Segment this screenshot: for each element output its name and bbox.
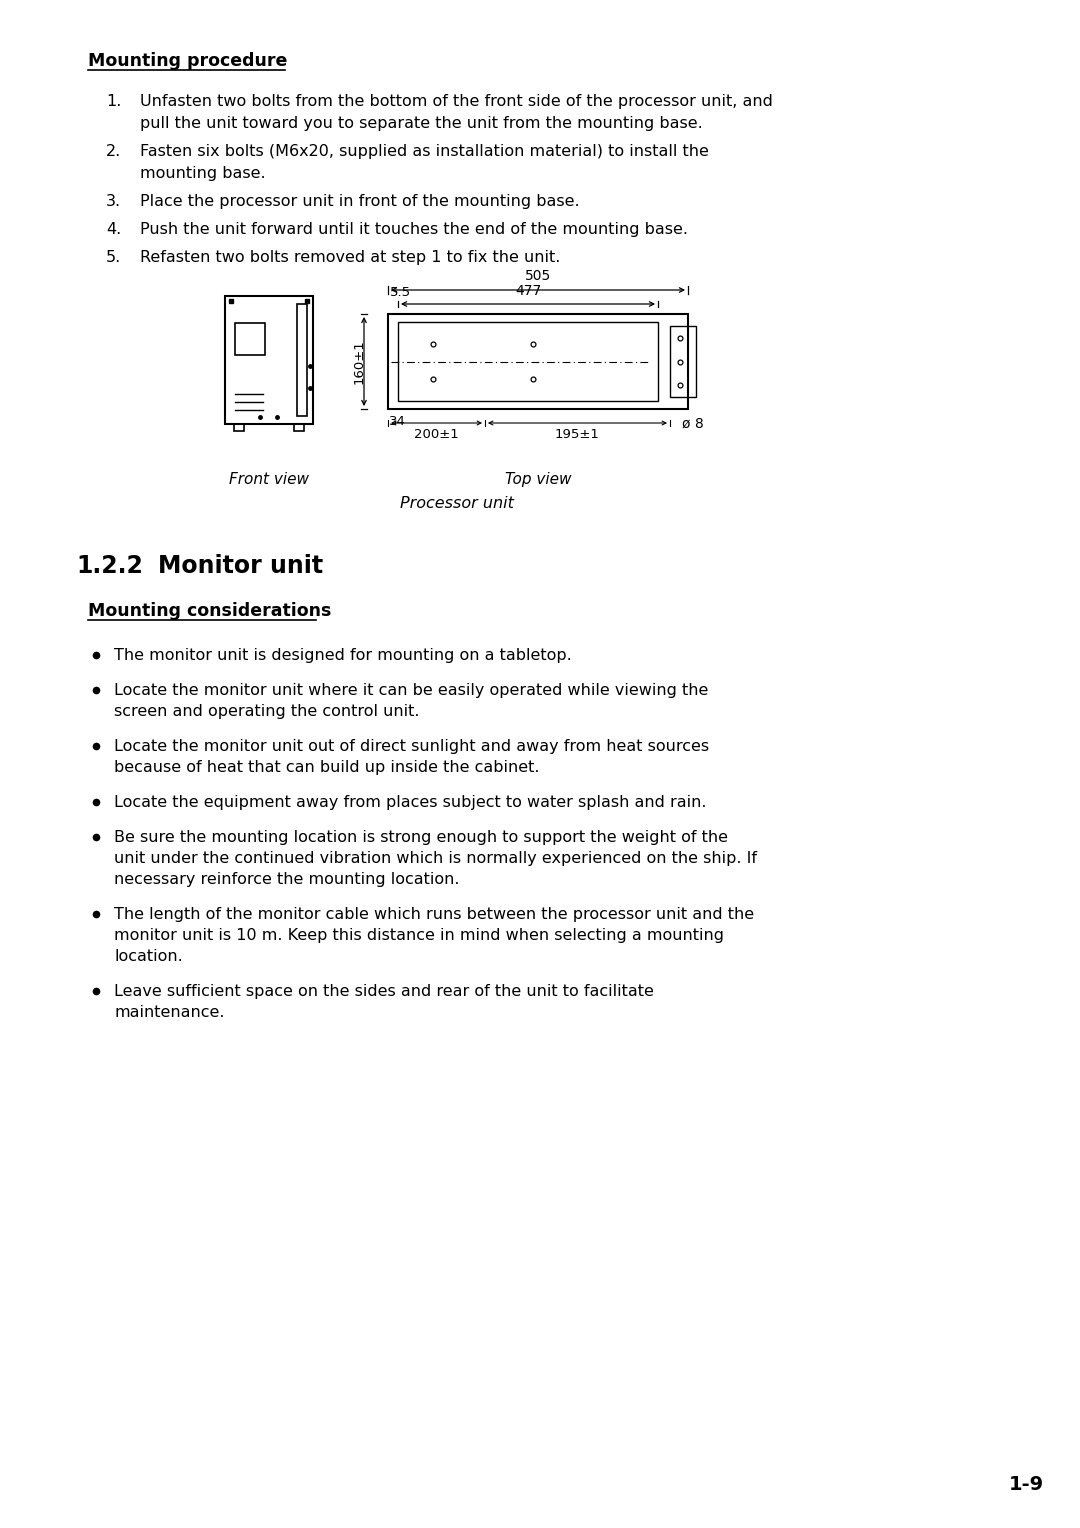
Text: mounting base.: mounting base. (140, 167, 266, 180)
Text: Unfasten two bolts from the bottom of the front side of the processor unit, and: Unfasten two bolts from the bottom of th… (140, 95, 773, 108)
Text: 1.: 1. (106, 95, 121, 108)
Bar (399, 322, 658, 400)
Bar (294, 423, 303, 431)
Text: Locate the monitor unit where it can be easily operated while viewing the: Locate the monitor unit where it can be … (114, 683, 708, 698)
Text: 3.: 3. (106, 194, 121, 209)
Text: Refasten two bolts removed at step 1 to fix the unit.: Refasten two bolts removed at step 1 to … (140, 251, 561, 264)
Text: 5.5: 5.5 (390, 286, 411, 299)
Bar (388, 313, 688, 410)
Bar (235, 322, 265, 354)
Text: Leave sufficient space on the sides and rear of the unit to facilitate: Leave sufficient space on the sides and … (114, 984, 653, 999)
Text: The monitor unit is designed for mounting on a tabletop.: The monitor unit is designed for mountin… (114, 648, 571, 663)
Text: Mounting considerations: Mounting considerations (87, 602, 332, 620)
Text: Top view: Top view (504, 472, 571, 487)
Text: Locate the monitor unit out of direct sunlight and away from heat sources: Locate the monitor unit out of direct su… (114, 740, 710, 753)
Text: unit under the continued vibration which is normally experienced on the ship. If: unit under the continued vibration which… (114, 851, 757, 866)
Text: 34: 34 (389, 416, 406, 428)
Text: maintenance.: maintenance. (114, 1005, 225, 1021)
Text: 5.: 5. (106, 251, 121, 264)
Bar (297, 304, 307, 416)
Text: 1.2.2: 1.2.2 (76, 555, 143, 578)
Text: 477: 477 (515, 284, 541, 298)
Text: 1-9: 1-9 (1009, 1475, 1044, 1494)
Bar (225, 296, 313, 423)
Text: 4.: 4. (106, 222, 121, 237)
Text: Place the processor unit in front of the mounting base.: Place the processor unit in front of the… (140, 194, 580, 209)
Text: Fasten six bolts (M6x20, supplied as installation material) to install the: Fasten six bolts (M6x20, supplied as ins… (140, 144, 708, 159)
Text: because of heat that can build up inside the cabinet.: because of heat that can build up inside… (114, 759, 540, 775)
Text: 195±1: 195±1 (555, 428, 599, 442)
Text: Be sure the mounting location is strong enough to support the weight of the: Be sure the mounting location is strong … (114, 830, 728, 845)
Text: Push the unit forward until it touches the end of the mounting base.: Push the unit forward until it touches t… (140, 222, 688, 237)
Text: 200±1: 200±1 (414, 428, 459, 442)
Text: Mounting procedure: Mounting procedure (87, 52, 287, 70)
Text: The length of the monitor cable which runs between the processor unit and the: The length of the monitor cable which ru… (114, 908, 754, 921)
Text: ø 8: ø 8 (681, 417, 704, 431)
Text: Front view: Front view (229, 472, 309, 487)
Text: 160±1: 160±1 (352, 339, 365, 384)
Text: Processor unit: Processor unit (400, 497, 513, 510)
Text: Monitor unit: Monitor unit (158, 555, 323, 578)
Text: monitor unit is 10 m. Keep this distance in mind when selecting a mounting: monitor unit is 10 m. Keep this distance… (114, 927, 724, 943)
Text: 505: 505 (525, 269, 551, 283)
Text: necessary reinforce the mounting location.: necessary reinforce the mounting locatio… (114, 872, 459, 886)
Text: pull the unit toward you to separate the unit from the mounting base.: pull the unit toward you to separate the… (140, 116, 703, 131)
Text: Locate the equipment away from places subject to water splash and rain.: Locate the equipment away from places su… (114, 795, 706, 810)
Bar (234, 423, 244, 431)
Text: 2.: 2. (106, 144, 121, 159)
Text: screen and operating the control unit.: screen and operating the control unit. (114, 704, 419, 720)
Bar (670, 325, 696, 397)
Text: location.: location. (114, 949, 183, 964)
